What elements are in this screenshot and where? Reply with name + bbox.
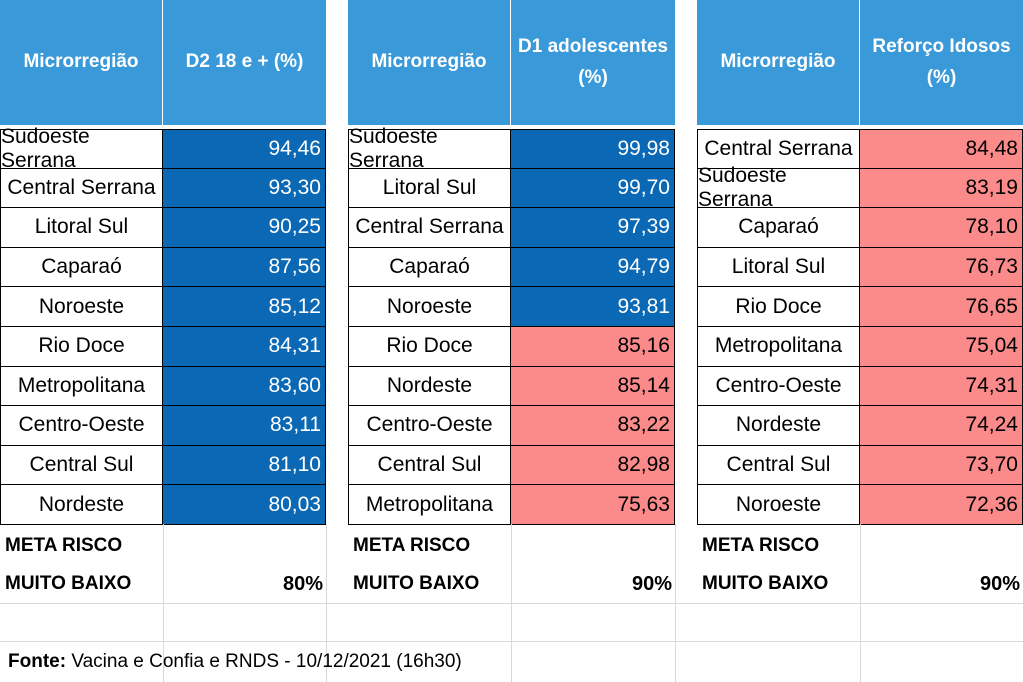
value-cell: 83,22 [511,406,675,446]
target-label-line2: MUITO BAIXO [353,573,480,594]
value-cell: 93,81 [511,287,675,327]
value-cell: 83,19 [860,168,1023,209]
region-name-cell: Noroeste [0,287,163,327]
region-name-cell: Litoral Sul [0,208,163,248]
column-header-metric: D1 adolescentes (%) [511,0,675,125]
target-value: 90% [631,573,672,595]
region-name-cell: Litoral Sul [348,168,511,209]
value-cell: 85,12 [163,287,326,327]
region-name-cell: Caparaó [697,208,860,248]
value-cell: 74,31 [860,366,1023,407]
value-cell: 97,39 [511,208,675,248]
region-name-cell: Sudoeste Serrana [697,164,860,211]
region-name-cell: Centro-Oeste [697,366,860,407]
target-value: 80% [282,573,323,595]
grid-line-horizontal [0,603,1023,604]
region-name-cell: Sudoeste Serrana [348,125,511,172]
region-name-cell: Rio Doce [0,327,163,367]
column-header-metric-line1: Reforço Idosos [872,36,1011,58]
region-name-cell: Nordeste [697,406,860,446]
column-header-metric: Reforço Idosos (%) [860,0,1023,125]
value-cell: 72,36 [860,485,1023,525]
column-header-metric-line1: D1 adolescentes [518,36,668,58]
region-name-cell: Centro-Oeste [0,406,163,446]
value-cell: 84,48 [860,129,1023,169]
column-header-metric-line2: (%) [926,66,957,88]
target-label-line2: MUITO BAIXO [702,573,829,594]
region-name-cell: Central Serrana [348,208,511,248]
value-cell: 78,10 [860,208,1023,248]
region-name-cell: Central Serrana [697,129,860,169]
target-label-line2: MUITO BAIXO [5,573,132,594]
column-header-region: Microrregião [348,0,510,125]
column-header-metric: D2 18 e + (%) [163,0,326,125]
source-note: Fonte: Vacina e Confia e RNDS - 10/12/20… [8,651,462,673]
region-name-cell: Litoral Sul [697,247,860,288]
source-text: Vacina e Confia e RNDS - 10/12/2021 (16h… [66,651,462,672]
value-cell: 83,11 [163,406,326,446]
region-name-cell: Metropolitana [0,366,163,407]
target-label-line1: META RISCO [702,535,820,556]
value-cell: 84,31 [163,327,326,367]
value-cell: 93,30 [163,168,326,209]
value-cell: 81,10 [163,445,326,486]
region-name-cell: Noroeste [697,485,860,525]
region-name-cell: Sudoeste Serrana [0,125,163,172]
region-name-cell: Metropolitana [348,485,511,525]
value-cell: 76,65 [860,287,1023,327]
region-name-cell: Rio Doce [697,287,860,327]
value-cell: 75,63 [511,485,675,525]
column-header-metric-line2: (%) [578,66,608,88]
value-cell: 73,70 [860,445,1023,486]
region-name-cell: Rio Doce [348,327,511,367]
region-name-cell: Central Sul [0,445,163,486]
column-header-region-label: Microrregião [720,51,836,73]
column-header-region: Microrregião [697,0,859,125]
value-cell: 82,98 [511,445,675,486]
region-name-cell: Caparaó [348,247,511,288]
value-cell: 85,14 [511,366,675,407]
value-cell: 74,24 [860,406,1023,446]
value-cell: 99,98 [511,129,675,169]
column-header-region-label: Microrregião [23,51,139,73]
region-name-cell: Centro-Oeste [348,406,511,446]
value-cell: 94,79 [511,247,675,288]
column-header-region: Microrregião [0,0,162,125]
column-header-metric-line1: D2 18 e + (%) [185,51,304,73]
value-cell: 76,73 [860,247,1023,288]
value-cell: 99,70 [511,168,675,209]
region-name-cell: Noroeste [348,287,511,327]
region-name-cell: Nordeste [0,485,163,525]
source-label: Fonte: [8,651,67,672]
value-cell: 75,04 [860,327,1023,367]
region-name-cell: Nordeste [348,366,511,407]
value-cell: 87,56 [163,247,326,288]
region-name-cell: Metropolitana [697,327,860,367]
region-name-cell: Caparaó [0,247,163,288]
region-name-cell: Central Serrana [0,168,163,209]
value-cell: 94,46 [163,129,326,169]
value-cell: 85,16 [511,327,675,367]
grid-line-horizontal [0,641,1023,642]
value-cell: 83,60 [163,366,326,407]
target-label-line1: META RISCO [353,535,471,556]
value-cell: 90,25 [163,208,326,248]
column-header-region-label: Microrregião [371,51,487,73]
target-label-line1: META RISCO [5,535,123,556]
target-value: 90% [979,573,1020,595]
region-name-cell: Central Sul [348,445,511,486]
value-cell: 80,03 [163,485,326,525]
region-name-cell: Central Sul [697,445,860,486]
